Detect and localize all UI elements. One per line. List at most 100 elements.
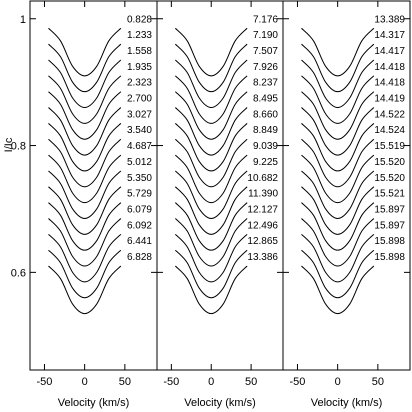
series-label: 6.441 xyxy=(127,236,152,247)
series-label: 8.849 xyxy=(253,125,278,136)
y-tick-label: 0.8 xyxy=(11,141,26,153)
profile-line xyxy=(174,154,248,204)
series-label: 9.039 xyxy=(253,141,278,152)
profile-line xyxy=(48,218,122,267)
profile-line xyxy=(174,91,248,140)
profile-line xyxy=(174,170,248,219)
profile-line xyxy=(301,27,375,77)
profile-line xyxy=(301,154,375,204)
x-tick-label: -50 xyxy=(163,376,179,388)
series-label: 15.520 xyxy=(374,157,405,168)
profile-line xyxy=(174,202,248,251)
y-axis-label: I/Ic xyxy=(3,137,15,152)
series-label: 13.389 xyxy=(374,14,405,25)
series-label: 1.935 xyxy=(127,62,152,73)
profile-line xyxy=(174,265,248,315)
x-tick-label: -50 xyxy=(37,376,53,388)
series-label: 15.897 xyxy=(374,204,405,215)
profile-line xyxy=(174,233,248,283)
profile-line xyxy=(301,249,375,299)
series-label: 1.558 xyxy=(127,46,152,57)
profile-line xyxy=(301,107,375,156)
series-label: 6.828 xyxy=(127,252,152,263)
x-axis-label: Velocity (km/s) xyxy=(184,397,256,409)
profile-line xyxy=(48,233,122,283)
profile-line xyxy=(48,154,122,204)
x-tick-label: 0 xyxy=(82,376,88,388)
series-label: 15.519 xyxy=(374,141,405,152)
profile-line xyxy=(48,59,122,109)
profile-line xyxy=(48,249,122,299)
profile-line xyxy=(48,123,122,172)
profile-line xyxy=(48,75,122,124)
series-label: 15.520 xyxy=(374,173,405,184)
x-axis-label: Velocity (km/s) xyxy=(311,397,383,409)
series-label: 10.682 xyxy=(247,173,278,184)
series-label: 14.522 xyxy=(374,109,405,120)
profile-line xyxy=(48,138,122,188)
series-label: 2.323 xyxy=(127,78,152,89)
series-label: 13.386 xyxy=(247,252,278,263)
series-label: 14.317 xyxy=(374,30,405,41)
panel-frame xyxy=(282,0,411,371)
series-label: 15.521 xyxy=(374,189,405,200)
profile-line xyxy=(174,75,248,124)
profile-line xyxy=(301,59,375,109)
profile-line xyxy=(301,202,375,251)
series-label: 5.729 xyxy=(127,189,152,200)
profile-line xyxy=(174,43,248,93)
series-label: 15.898 xyxy=(374,252,405,263)
profile-line xyxy=(174,59,248,109)
series-label: 15.897 xyxy=(374,220,405,231)
profile-line xyxy=(174,138,248,188)
series-label: 8.237 xyxy=(253,78,278,89)
profile-line xyxy=(48,107,122,156)
series-label: 1.233 xyxy=(127,30,152,41)
series-label: 7.926 xyxy=(253,62,278,73)
series-label: 14.418 xyxy=(374,62,405,73)
series-label: 15.898 xyxy=(374,236,405,247)
series-label: 7.176 xyxy=(253,14,278,25)
profile-line xyxy=(48,202,122,251)
profile-line xyxy=(174,186,248,235)
profile-line xyxy=(48,43,122,93)
profile-line xyxy=(48,91,122,140)
series-label: 14.417 xyxy=(374,46,405,57)
x-tick-label: 0 xyxy=(208,376,214,388)
profile-line xyxy=(174,218,248,267)
profile-line xyxy=(174,27,248,77)
series-label: 9.225 xyxy=(253,157,278,168)
series-label: 3.027 xyxy=(127,109,152,120)
x-tick-label: 50 xyxy=(119,376,131,388)
series-label: 12.865 xyxy=(247,236,278,247)
series-label: 6.079 xyxy=(127,204,152,215)
series-label: 3.540 xyxy=(127,125,152,136)
series-label: 11.390 xyxy=(248,189,278,200)
profile-line xyxy=(48,186,122,235)
series-label: 2.700 xyxy=(127,94,152,105)
profile-line xyxy=(301,91,375,140)
x-axis-label: Velocity (km/s) xyxy=(58,397,130,409)
series-label: 6.092 xyxy=(127,220,152,231)
series-label: 14.419 xyxy=(374,94,405,105)
y-tick-label: 1 xyxy=(20,14,26,26)
series-label: 5.350 xyxy=(127,173,152,184)
profile-line xyxy=(301,138,375,188)
profile-line xyxy=(174,123,248,172)
profile-line xyxy=(301,123,375,172)
profile-line xyxy=(48,265,122,315)
x-tick-label: 50 xyxy=(245,376,257,388)
series-label: 5.012 xyxy=(127,157,152,168)
series-label: 14.418 xyxy=(374,78,405,89)
series-label: 14.524 xyxy=(374,125,405,136)
series-label: 12.496 xyxy=(247,220,278,231)
profile-line xyxy=(301,233,375,283)
series-label: 0.828 xyxy=(127,14,152,25)
series-label: 7.190 xyxy=(253,30,278,41)
profile-line xyxy=(301,265,375,315)
x-tick-label: 50 xyxy=(372,376,384,388)
series-label: 12.127 xyxy=(247,204,278,215)
profile-line xyxy=(301,186,375,235)
